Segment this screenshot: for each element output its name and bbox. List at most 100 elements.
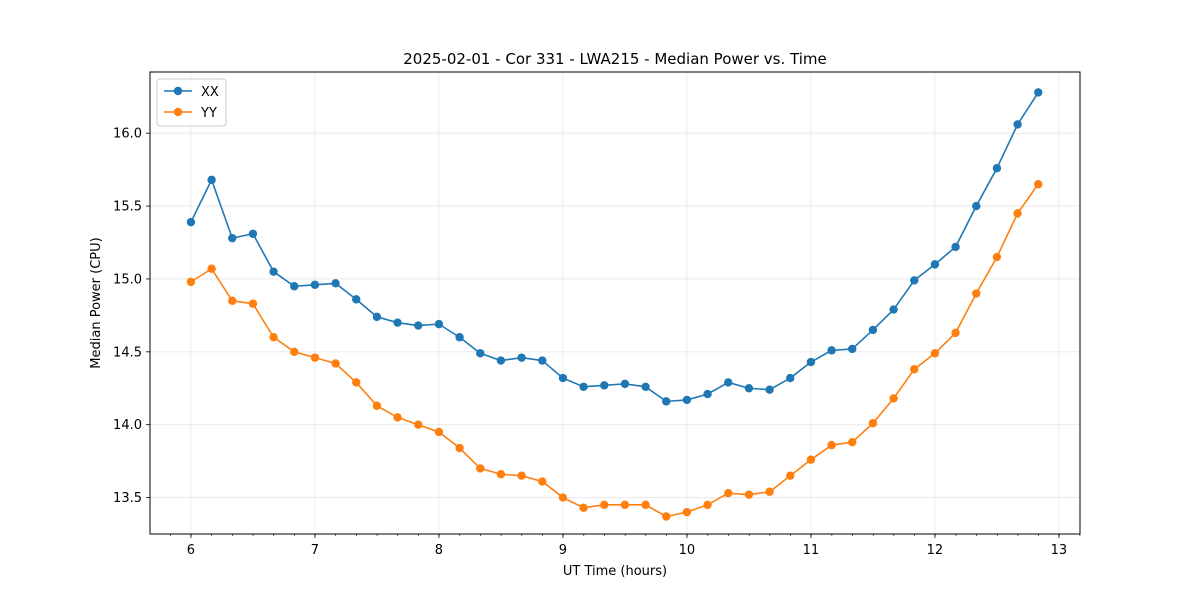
data-point-yy <box>558 493 568 502</box>
data-point-yy <box>703 500 712 510</box>
data-point-xx <box>290 282 299 291</box>
data-point-yy <box>414 420 423 429</box>
data-point-xx <box>186 217 196 227</box>
data-point-yy <box>806 455 816 464</box>
data-point-xx <box>207 175 216 185</box>
legend-marker-yy <box>173 107 183 117</box>
data-point-yy <box>786 471 795 480</box>
legend-items: XX YY <box>164 85 219 121</box>
data-point-xx <box>620 379 630 389</box>
data-point-xx <box>476 349 485 358</box>
data-point-xx <box>393 318 402 327</box>
data-point-yy <box>662 512 671 521</box>
x-tick-label: 7 <box>311 543 319 558</box>
x-tick-label: 9 <box>559 543 567 558</box>
data-point-xx <box>496 356 506 365</box>
data-point-xx <box>951 242 960 252</box>
data-point-yy <box>600 500 609 510</box>
data-point-yy <box>434 427 444 437</box>
data-point-yy <box>393 413 402 422</box>
data-point-xx <box>310 280 320 289</box>
data-point-yy <box>827 440 836 450</box>
data-point-yy <box>538 477 547 486</box>
x-tick-label: 8 <box>435 543 443 558</box>
data-point-yy <box>290 347 299 357</box>
y-tick-label: 14.0 <box>113 418 142 433</box>
data-point-yy <box>724 488 733 498</box>
data-point-xx <box>889 305 898 314</box>
data-point-yy <box>579 503 588 512</box>
data-point-yy <box>517 471 526 480</box>
data-point-xx <box>228 233 237 243</box>
data-point-yy <box>641 500 650 510</box>
data-point-xx <box>331 279 340 288</box>
data-point-xx <box>724 378 733 387</box>
y-tick-label: 14.5 <box>113 345 142 360</box>
data-point-xx <box>972 201 981 211</box>
data-point-xx <box>1013 120 1022 129</box>
data-point-xx <box>352 295 361 304</box>
data-point-xx <box>538 356 547 365</box>
x-tick-label: 11 <box>803 543 820 558</box>
data-point-xx <box>600 381 609 390</box>
data-point-xx <box>827 346 836 355</box>
data-point-xx <box>806 357 816 367</box>
x-tick-label: 10 <box>679 543 696 558</box>
x-axis-label: UT Time (hours) <box>563 564 667 579</box>
data-point-xx <box>682 395 692 405</box>
data-point-xx <box>744 384 754 393</box>
data-point-xx <box>910 276 919 285</box>
data-point-yy <box>1034 180 1043 189</box>
data-point-xx <box>269 267 278 276</box>
data-point-xx <box>662 397 671 406</box>
data-point-yy <box>352 378 361 387</box>
y-tick-label: 15.5 <box>113 200 142 215</box>
data-point-xx <box>455 333 464 342</box>
data-point-yy <box>269 333 278 342</box>
data-point-yy <box>496 470 506 479</box>
data-point-yy <box>455 443 464 453</box>
data-point-yy <box>744 490 754 499</box>
data-point-xx <box>848 344 857 354</box>
data-point-xx <box>641 382 650 392</box>
y-tick-label: 13.5 <box>113 491 142 506</box>
data-point-yy <box>868 419 878 428</box>
data-point-yy <box>228 296 237 306</box>
data-point-xx <box>558 373 568 383</box>
legend: XX YY <box>156 78 227 127</box>
data-point-xx <box>434 319 444 329</box>
data-point-yy <box>248 299 258 308</box>
data-point-yy <box>1013 209 1022 218</box>
data-point-xx <box>248 229 258 238</box>
data-point-yy <box>331 359 340 368</box>
data-point-xx <box>1034 88 1043 97</box>
data-point-yy <box>765 487 774 496</box>
data-point-yy <box>207 264 216 273</box>
data-point-yy <box>310 353 320 362</box>
data-point-xx <box>579 382 588 392</box>
plot-series <box>186 88 1043 521</box>
data-point-yy <box>476 464 485 473</box>
data-point-yy <box>910 365 919 374</box>
data-point-yy <box>992 252 1002 262</box>
data-point-xx <box>517 353 526 362</box>
data-point-yy <box>930 349 940 358</box>
data-point-yy <box>682 507 692 517</box>
grid <box>150 72 1080 534</box>
data-point-yy <box>889 394 898 403</box>
data-point-xx <box>930 260 940 269</box>
y-tick-label: 16.0 <box>113 127 142 142</box>
data-point-xx <box>992 163 1002 173</box>
axis-ticks: 6 7 8 9 10 11 12 13 13.5 14.0 14.5 15.0 15.5 16.0 <box>113 127 1081 558</box>
data-point-yy <box>848 437 857 447</box>
plot-frame <box>149 71 1081 535</box>
data-point-yy <box>951 328 960 338</box>
x-tick-label: 6 <box>187 543 195 558</box>
data-point-xx <box>372 312 382 322</box>
x-tick-label: 12 <box>927 543 944 558</box>
data-point-xx <box>868 325 878 335</box>
legend-label-xx: XX <box>201 85 219 100</box>
legend-label-yy: YY <box>200 106 217 121</box>
x-tick-label: 13 <box>1051 543 1068 558</box>
